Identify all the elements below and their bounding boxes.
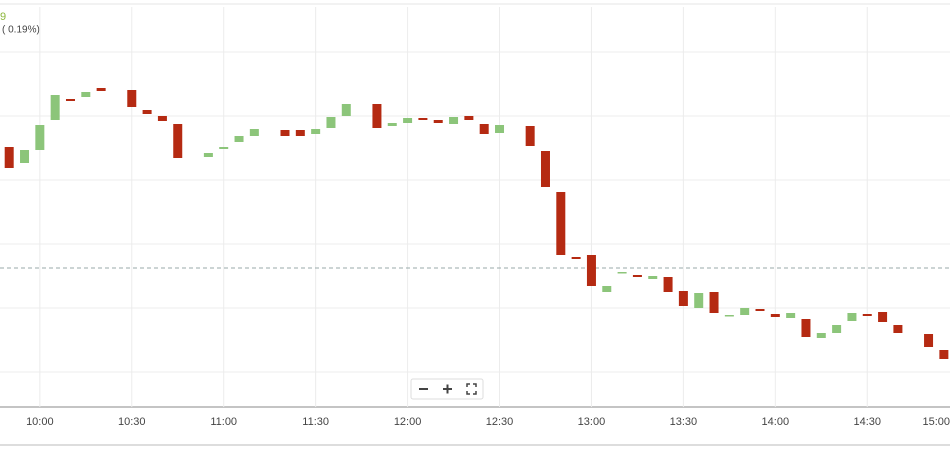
candle <box>924 334 934 347</box>
zoom-controls <box>410 378 484 400</box>
candle <box>786 313 796 318</box>
candle <box>234 136 244 142</box>
candle <box>847 313 857 321</box>
candle <box>433 120 443 123</box>
candle <box>203 153 213 157</box>
candle <box>219 147 229 149</box>
candle <box>311 129 321 134</box>
candle <box>755 309 765 311</box>
x-tick-label: 11:30 <box>302 416 329 428</box>
x-tick-label: 14:00 <box>762 416 790 428</box>
candle <box>418 118 428 120</box>
candle <box>326 117 336 128</box>
candle <box>403 118 413 123</box>
candle <box>495 125 505 133</box>
x-tick-label: 11:00 <box>210 416 237 428</box>
candle <box>464 116 474 120</box>
candle <box>479 124 489 134</box>
candle <box>372 104 382 128</box>
candle <box>449 117 459 124</box>
candle <box>617 272 627 274</box>
candle <box>173 124 183 158</box>
candle <box>832 325 842 333</box>
candle <box>586 255 596 286</box>
candle <box>127 90 137 107</box>
candle <box>35 125 45 150</box>
candle <box>341 104 351 116</box>
candle <box>556 192 566 255</box>
candle <box>96 88 106 91</box>
candle <box>939 350 949 359</box>
candle <box>770 314 780 317</box>
x-tick-label: 12:30 <box>486 416 514 428</box>
candle <box>50 95 60 120</box>
candle <box>893 325 903 333</box>
x-tick-label: 13:30 <box>670 416 698 428</box>
candle <box>540 151 550 187</box>
fullscreen-button[interactable] <box>466 383 477 395</box>
candle <box>648 276 658 279</box>
price-change: ( 0.19%) <box>2 25 40 36</box>
candle <box>20 150 30 163</box>
candle <box>280 130 290 136</box>
candle <box>525 126 535 146</box>
candle <box>878 312 888 322</box>
x-tick-label: 12:00 <box>394 416 422 428</box>
candle <box>709 292 719 313</box>
candle <box>632 275 642 277</box>
candle <box>694 293 704 308</box>
x-tick-label: 10:00 <box>26 416 54 428</box>
price-value: 9 <box>0 11 6 23</box>
x-tick-label: 14:30 <box>853 416 881 428</box>
candle <box>678 291 688 306</box>
candle <box>801 319 811 337</box>
candle <box>142 110 152 114</box>
candle <box>571 257 581 259</box>
x-tick-label: 13:00 <box>578 416 606 428</box>
candle <box>724 315 734 317</box>
candle <box>295 130 305 136</box>
candle <box>81 92 91 97</box>
candle <box>602 286 612 292</box>
candle <box>740 308 750 315</box>
candle <box>663 277 673 292</box>
candle <box>387 123 397 126</box>
candle <box>157 116 167 121</box>
candle <box>249 129 259 136</box>
candle <box>862 314 872 316</box>
candle <box>816 333 826 338</box>
candle <box>4 147 14 168</box>
x-tick-label: 10:30 <box>118 416 146 428</box>
candle <box>65 99 75 101</box>
x-tick-label: 15:00 <box>922 416 950 428</box>
